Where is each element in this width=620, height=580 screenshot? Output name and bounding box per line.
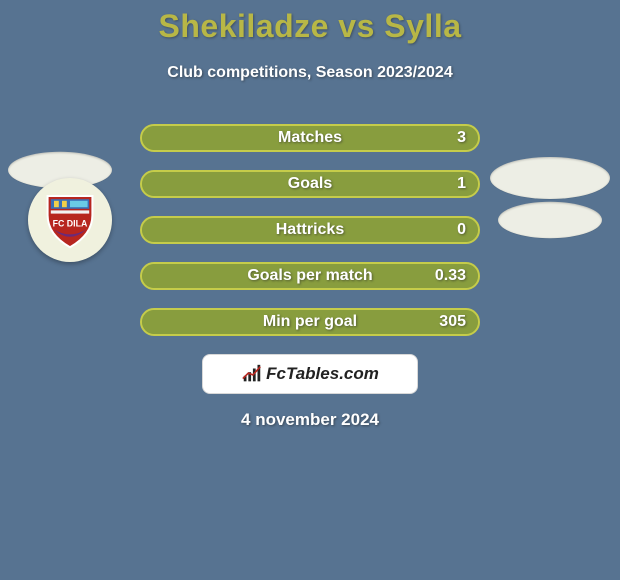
svg-text:FC DILA: FC DILA xyxy=(53,218,88,228)
fctables-chart-icon xyxy=(241,363,263,385)
stat-bar: Hattricks0 xyxy=(140,216,480,244)
page-subtitle: Club competitions, Season 2023/2024 xyxy=(0,64,620,82)
club-crest-left: FC DILA xyxy=(28,178,112,262)
stat-bars: Matches3 Goals1 Hattricks0 Goals per match0… xyxy=(140,124,480,354)
stat-bar-fill xyxy=(142,126,478,150)
date-text: 4 november 2024 xyxy=(241,410,379,429)
stat-bar: Matches3 xyxy=(140,124,480,152)
subtitle-text: Club competitions, Season 2023/2024 xyxy=(167,64,452,81)
stat-bar: Min per goal305 xyxy=(140,308,480,336)
stat-bar: Goals1 xyxy=(140,170,480,198)
fctables-logo: FcTables.com xyxy=(202,354,418,394)
stat-bar-fill xyxy=(142,264,478,288)
stat-bar-fill xyxy=(142,172,478,196)
stat-bar-fill xyxy=(142,310,478,334)
page-date: 4 november 2024 xyxy=(0,410,620,430)
title-text: Shekiladze vs Sylla xyxy=(159,8,462,44)
stat-bar: Goals per match0.33 xyxy=(140,262,480,290)
fctables-logo-text: FcTables.com xyxy=(266,364,379,384)
club-crest-icon: FC DILA xyxy=(38,188,102,252)
player-placeholder-right-bottom xyxy=(498,202,602,238)
player-placeholder-right-top xyxy=(490,157,610,199)
stat-bar-fill xyxy=(142,218,478,242)
page-title: Shekiladze vs Sylla xyxy=(0,8,620,45)
